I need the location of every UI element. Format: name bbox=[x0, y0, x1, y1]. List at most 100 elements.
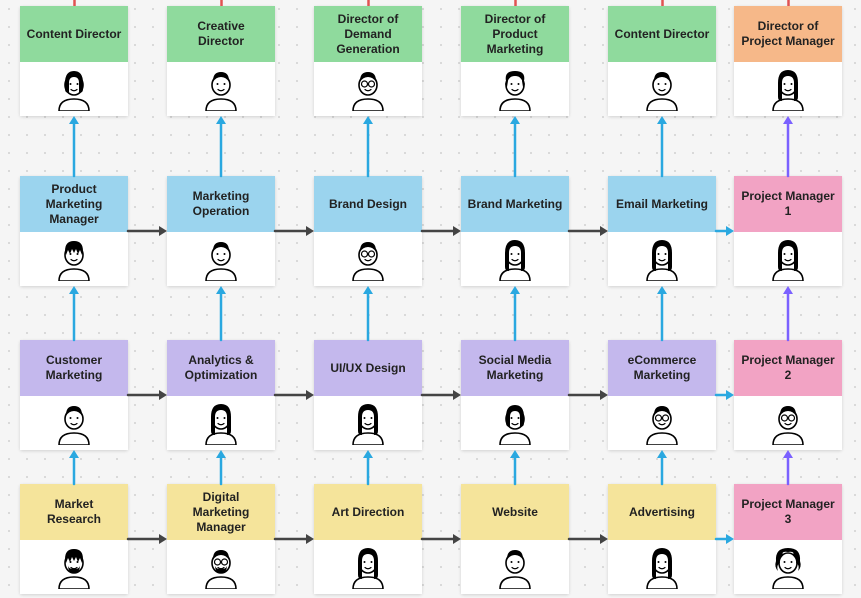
avatar-icon bbox=[734, 540, 842, 594]
avatar-icon bbox=[167, 62, 275, 116]
card-label: Project Manager 3 bbox=[734, 484, 842, 540]
card-label: Brand Marketing bbox=[461, 176, 569, 232]
connector-arrow bbox=[68, 280, 81, 346]
connector-arrow bbox=[782, 110, 795, 182]
avatar-icon bbox=[314, 232, 422, 286]
avatar-icon bbox=[461, 232, 569, 286]
card-digital-mkt-mgr: Digital Marketing Manager bbox=[167, 484, 275, 594]
connector-arrow bbox=[269, 389, 320, 402]
avatar-icon bbox=[608, 396, 716, 450]
card-art-direction: Art Direction bbox=[314, 484, 422, 594]
card-project-mgr-2: Project Manager 2 bbox=[734, 340, 842, 450]
card-advertising: Advertising bbox=[608, 484, 716, 594]
card-content-director-2: Content Director bbox=[608, 6, 716, 116]
connector-stub bbox=[661, 0, 664, 6]
card-website: Website bbox=[461, 484, 569, 594]
card-label: Website bbox=[461, 484, 569, 540]
card-brand-marketing: Brand Marketing bbox=[461, 176, 569, 286]
card-product-mkt-mgr: Product Marketing Manager bbox=[20, 176, 128, 286]
card-label: Product Marketing Manager bbox=[20, 176, 128, 232]
avatar-icon bbox=[461, 396, 569, 450]
card-uiux-design: UI/UX Design bbox=[314, 340, 422, 450]
avatar-icon bbox=[314, 540, 422, 594]
connector-arrow bbox=[710, 225, 740, 238]
card-label: Art Direction bbox=[314, 484, 422, 540]
avatar-icon bbox=[314, 396, 422, 450]
avatar-icon bbox=[20, 62, 128, 116]
connector-arrow bbox=[563, 533, 614, 546]
connector-arrow bbox=[782, 444, 795, 490]
card-label: Market Research bbox=[20, 484, 128, 540]
card-label: Customer Marketing bbox=[20, 340, 128, 396]
card-label: Email Marketing bbox=[608, 176, 716, 232]
card-label: Brand Design bbox=[314, 176, 422, 232]
card-label: Digital Marketing Manager bbox=[167, 484, 275, 540]
connector-arrow bbox=[509, 444, 522, 490]
connector-arrow bbox=[710, 389, 740, 402]
card-label: Advertising bbox=[608, 484, 716, 540]
avatar-icon bbox=[167, 396, 275, 450]
connector-arrow bbox=[122, 389, 173, 402]
card-label: eCommerce Marketing bbox=[608, 340, 716, 396]
card-brand-design: Brand Design bbox=[314, 176, 422, 286]
connector-arrow bbox=[416, 389, 467, 402]
connector-arrow bbox=[509, 280, 522, 346]
card-label: Social Media Marketing bbox=[461, 340, 569, 396]
avatar-icon bbox=[314, 62, 422, 116]
connector-arrow bbox=[362, 110, 375, 182]
connector-arrow bbox=[215, 444, 228, 490]
connector-arrow bbox=[68, 110, 81, 182]
card-label: Director of Demand Generation bbox=[314, 6, 422, 62]
connector-arrow bbox=[710, 533, 740, 546]
avatar-icon bbox=[20, 232, 128, 286]
card-label: Marketing Operation bbox=[167, 176, 275, 232]
connector-arrow bbox=[782, 280, 795, 346]
avatar-icon bbox=[20, 396, 128, 450]
connector-arrow bbox=[563, 389, 614, 402]
connector-stub bbox=[514, 0, 517, 6]
card-label: Analytics & Optimization bbox=[167, 340, 275, 396]
card-director-project-mgr: Director of Project Manager bbox=[734, 6, 842, 116]
connector-arrow bbox=[416, 533, 467, 546]
connector-stub bbox=[367, 0, 370, 6]
connector-arrow bbox=[269, 533, 320, 546]
avatar-icon bbox=[20, 540, 128, 594]
connector-arrow bbox=[362, 280, 375, 346]
card-director-demand-gen: Director of Demand Generation bbox=[314, 6, 422, 116]
avatar-icon bbox=[608, 540, 716, 594]
card-content-director-1: Content Director bbox=[20, 6, 128, 116]
connector-stub bbox=[220, 0, 223, 6]
card-marketing-operation: Marketing Operation bbox=[167, 176, 275, 286]
connector-arrow bbox=[122, 225, 173, 238]
avatar-icon bbox=[734, 232, 842, 286]
avatar-icon bbox=[461, 62, 569, 116]
connector-arrow bbox=[563, 225, 614, 238]
connector-arrow bbox=[656, 280, 669, 346]
card-market-research: Market Research bbox=[20, 484, 128, 594]
card-director-product-mkt: Director of Product Marketing bbox=[461, 6, 569, 116]
card-label: Project Manager 2 bbox=[734, 340, 842, 396]
connector-arrow bbox=[68, 444, 81, 490]
connector-stub bbox=[73, 0, 76, 6]
card-label: Content Director bbox=[20, 6, 128, 62]
avatar-icon bbox=[734, 62, 842, 116]
connector-stub bbox=[787, 0, 790, 6]
connector-arrow bbox=[656, 110, 669, 182]
card-label: Creative Director bbox=[167, 6, 275, 62]
card-creative-director: Creative Director bbox=[167, 6, 275, 116]
connector-arrow bbox=[509, 110, 522, 182]
avatar-icon bbox=[461, 540, 569, 594]
connector-arrow bbox=[416, 225, 467, 238]
connector-arrow bbox=[215, 110, 228, 182]
card-customer-marketing: Customer Marketing bbox=[20, 340, 128, 450]
avatar-icon bbox=[608, 232, 716, 286]
connector-arrow bbox=[362, 444, 375, 490]
card-label: UI/UX Design bbox=[314, 340, 422, 396]
connector-arrow bbox=[215, 280, 228, 346]
connector-arrow bbox=[656, 444, 669, 490]
avatar-icon bbox=[734, 396, 842, 450]
card-label: Director of Project Manager bbox=[734, 6, 842, 62]
card-label: Content Director bbox=[608, 6, 716, 62]
card-project-mgr-3: Project Manager 3 bbox=[734, 484, 842, 594]
avatar-icon bbox=[167, 232, 275, 286]
